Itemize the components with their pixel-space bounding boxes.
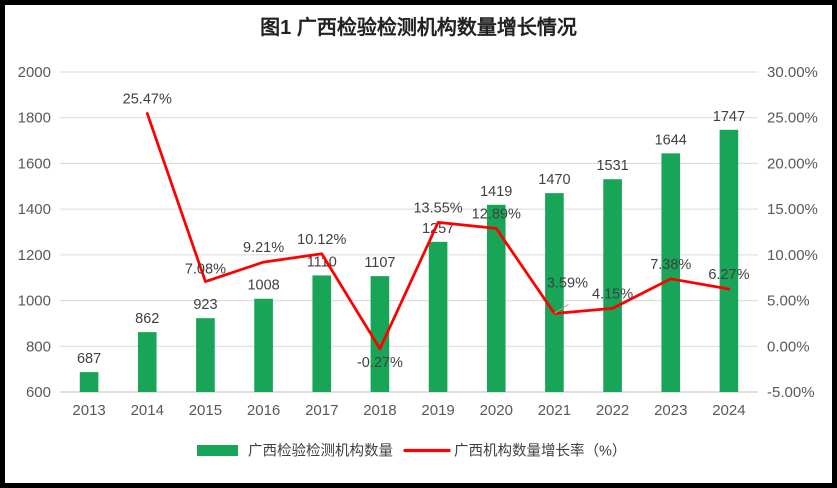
svg-text:2014: 2014	[131, 402, 164, 419]
svg-text:862: 862	[135, 311, 159, 327]
svg-text:-5.00%: -5.00%	[767, 384, 815, 401]
svg-text:923: 923	[193, 297, 217, 313]
svg-text:15.00%: 15.00%	[767, 201, 818, 218]
svg-text:600: 600	[26, 384, 51, 401]
svg-text:2016: 2016	[247, 402, 280, 419]
svg-text:1200: 1200	[18, 247, 51, 264]
svg-text:1531: 1531	[596, 158, 628, 174]
svg-text:2021: 2021	[538, 402, 571, 419]
svg-text:2019: 2019	[421, 402, 454, 419]
svg-text:2024: 2024	[712, 402, 745, 419]
svg-text:10.00%: 10.00%	[767, 247, 818, 264]
svg-text:1110: 1110	[307, 254, 337, 270]
svg-text:1107: 1107	[364, 255, 395, 271]
svg-text:12.89%: 12.89%	[472, 206, 521, 222]
svg-text:1000: 1000	[18, 293, 51, 310]
svg-text:25.47%: 25.47%	[123, 91, 172, 107]
svg-text:1400: 1400	[18, 201, 51, 218]
svg-text:10.12%: 10.12%	[297, 232, 346, 248]
svg-text:2022: 2022	[596, 402, 629, 419]
svg-text:7.08%: 7.08%	[185, 262, 226, 278]
svg-text:20.00%: 20.00%	[767, 155, 818, 172]
svg-text:1644: 1644	[655, 132, 687, 148]
svg-text:1419: 1419	[480, 184, 512, 200]
svg-text:2023: 2023	[654, 402, 687, 419]
svg-text:3.59%: 3.59%	[547, 275, 588, 291]
svg-text:1800: 1800	[18, 110, 51, 127]
svg-text:6.27%: 6.27%	[708, 267, 749, 283]
svg-text:2020: 2020	[480, 402, 513, 419]
svg-text:1747: 1747	[713, 109, 745, 125]
svg-text:687: 687	[77, 351, 101, 367]
svg-text:13.55%: 13.55%	[413, 200, 462, 216]
svg-text:7.38%: 7.38%	[650, 257, 691, 273]
svg-text:5.00%: 5.00%	[767, 293, 810, 310]
svg-text:1470: 1470	[538, 172, 570, 188]
svg-text:9.21%: 9.21%	[243, 240, 284, 256]
svg-text:0.00%: 0.00%	[767, 338, 810, 355]
svg-text:1600: 1600	[18, 155, 51, 172]
svg-text:30.00%: 30.00%	[767, 64, 818, 81]
svg-text:2013: 2013	[72, 402, 105, 419]
svg-text:广西机构数量增长率（%）: 广西机构数量增长率（%）	[454, 443, 626, 460]
svg-text:2018: 2018	[363, 402, 396, 419]
svg-text:-0.27%: -0.27%	[357, 355, 403, 371]
svg-text:4.15%: 4.15%	[592, 286, 633, 302]
svg-text:25.00%: 25.00%	[767, 110, 818, 127]
svg-text:广西检验检测机构数量: 广西检验检测机构数量	[248, 443, 393, 460]
svg-text:2017: 2017	[305, 402, 338, 419]
svg-text:2000: 2000	[18, 64, 51, 81]
svg-text:800: 800	[26, 338, 51, 355]
svg-text:1008: 1008	[247, 278, 279, 294]
svg-text:2015: 2015	[189, 402, 222, 419]
